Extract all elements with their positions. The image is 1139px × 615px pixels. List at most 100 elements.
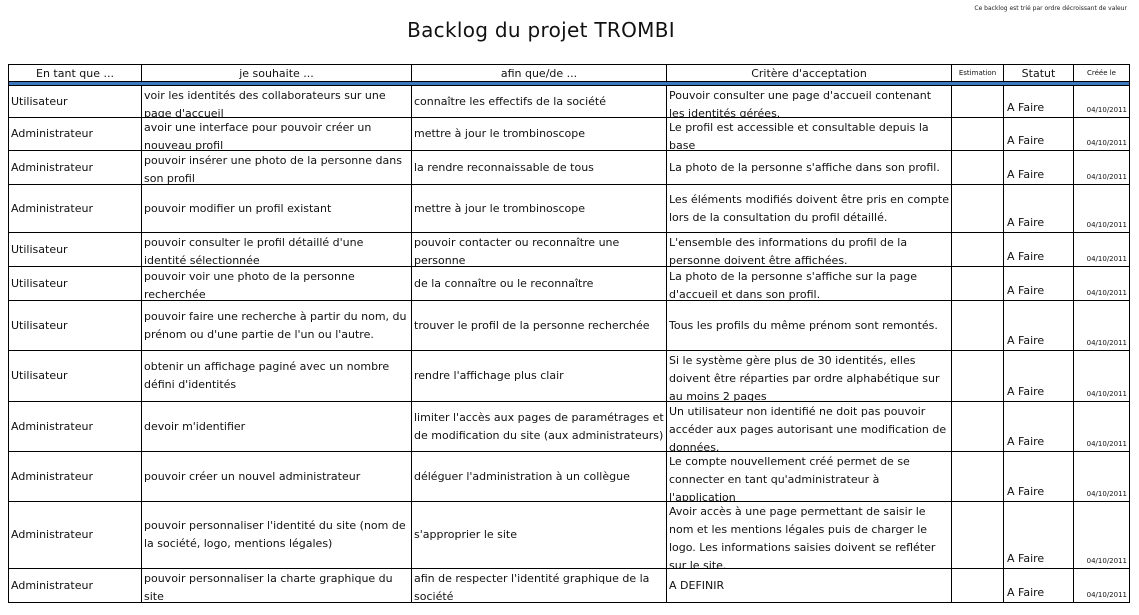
cell-souhaite: pouvoir personnaliser l'identité du site…: [141, 501, 412, 569]
page-title: Backlog du projet TROMBI: [407, 18, 675, 42]
cell-date-text: 04/10/2011: [1086, 390, 1127, 398]
cell-critere: Le profil est accessible et consultable …: [666, 117, 952, 151]
header-role: En tant que ...: [8, 64, 142, 82]
cell-estimation: [951, 401, 1004, 452]
cell-date-text: 04/10/2011: [1086, 440, 1127, 448]
cell-statut-text: A Faire: [1007, 134, 1045, 147]
cell-date: 04/10/2011: [1073, 266, 1130, 301]
cell-role-text: Utilisateur: [11, 242, 68, 256]
header-afin: afin que/de ...: [411, 64, 667, 82]
cell-role-text: Utilisateur: [11, 94, 68, 108]
cell-critere: L'ensemble des informations du profil de…: [666, 232, 952, 267]
header-souhaite: je souhaite ...: [141, 64, 412, 82]
cell-critere-text: La photo de la personne s'affiche dans s…: [669, 160, 940, 174]
cell-role: Administrateur: [8, 150, 142, 185]
cell-statut-text: A Faire: [1007, 435, 1045, 448]
table-row: Administrateur pouvoir personnaliser la c…: [8, 568, 1130, 603]
cell-afin-text: limiter l'accès aux pages de paramétrage…: [414, 410, 664, 442]
cell-statut: A Faire: [1003, 451, 1074, 502]
cell-afin: pouvoir contacter ou reconnaître une per…: [411, 232, 667, 267]
cell-role: Utilisateur: [8, 232, 142, 267]
cell-afin: connaître les effectifs de la société: [411, 85, 667, 118]
cell-statut: A Faire: [1003, 184, 1074, 233]
cell-statut: A Faire: [1003, 117, 1074, 151]
cell-date: 04/10/2011: [1073, 232, 1130, 267]
cell-souhaite-text: pouvoir personnaliser la charte graphiqu…: [144, 571, 393, 602]
header-statut: Statut: [1003, 64, 1074, 82]
cell-statut: A Faire: [1003, 501, 1074, 569]
cell-critere: La photo de la personne s'affiche sur la…: [666, 266, 952, 301]
cell-souhaite: voir les identités des collaborateurs su…: [141, 85, 412, 118]
cell-afin-text: déléguer l'administration à un collègue: [414, 469, 630, 483]
cell-critere: Avoir accès à une page permettant de sai…: [666, 501, 952, 569]
cell-date-text: 04/10/2011: [1086, 106, 1127, 114]
table-row: Administrateur pouvoir créer un nouvel ad…: [8, 451, 1130, 502]
cell-estimation: [951, 568, 1004, 603]
table-row: Administrateur avoir une interface pour p…: [8, 117, 1130, 151]
cell-critere-text: Le compte nouvellement créé permet de se…: [669, 454, 910, 501]
cell-critere: Les éléments modifiés doivent être pris …: [666, 184, 952, 233]
cell-critere: La photo de la personne s'affiche dans s…: [666, 150, 952, 185]
cell-date: 04/10/2011: [1073, 184, 1130, 233]
cell-role: Administrateur: [8, 568, 142, 603]
cell-statut-text: A Faire: [1007, 552, 1045, 565]
cell-afin: déléguer l'administration à un collègue: [411, 451, 667, 502]
cell-souhaite-text: pouvoir insérer une photo de la personne…: [144, 153, 402, 184]
cell-role-text: Administrateur: [11, 127, 93, 140]
cell-afin-text: trouver le profil de la personne recherc…: [414, 318, 650, 332]
cell-souhaite-text: obtenir un affichage paginé avec un nomb…: [144, 360, 390, 391]
cell-role: Utilisateur: [8, 266, 142, 301]
cell-critere-text: Avoir accès à une page permettant de sai…: [669, 504, 936, 568]
table-row: Utilisateur obtenir un affichage paginé a…: [8, 350, 1130, 402]
cell-critere-text: La photo de la personne s'affiche sur la…: [669, 269, 917, 300]
cell-date-text: 04/10/2011: [1086, 173, 1127, 181]
cell-role: Utilisateur: [8, 300, 142, 351]
cell-estimation: [951, 85, 1004, 118]
cell-afin: mettre à jour le trombinoscope: [411, 184, 667, 233]
header-critere: Critère d'acceptation: [666, 64, 952, 82]
cell-statut: A Faire: [1003, 350, 1074, 402]
cell-estimation: [951, 184, 1004, 233]
cell-souhaite-text: pouvoir faire une recherche à partir du …: [144, 309, 407, 341]
cell-afin: afin de respecter l'identité graphique d…: [411, 568, 667, 603]
table-row: Administrateur pouvoir personnaliser l'id…: [8, 501, 1130, 569]
cell-critere-text: Les éléments modifiés doivent être pris …: [669, 192, 949, 224]
cell-souhaite-text: pouvoir modifier un profil existant: [144, 201, 332, 215]
cell-afin-text: afin de respecter l'identité graphique d…: [414, 571, 650, 602]
cell-statut-text: A Faire: [1007, 216, 1045, 229]
cell-date: 04/10/2011: [1073, 300, 1130, 351]
cell-souhaite-text: pouvoir voir une photo de la personne re…: [144, 269, 355, 300]
cell-date: 04/10/2011: [1073, 501, 1130, 569]
cell-role-text: Administrateur: [11, 469, 93, 483]
cell-role-text: Administrateur: [11, 160, 93, 174]
cell-souhaite: obtenir un affichage paginé avec un nomb…: [141, 350, 412, 402]
cell-estimation: [951, 300, 1004, 351]
cell-critere-text: Le profil est accessible et consultable …: [669, 120, 929, 150]
cell-date-text: 04/10/2011: [1086, 557, 1127, 565]
cell-souhaite-text: pouvoir créer un nouvel administrateur: [144, 469, 361, 483]
cell-date: 04/10/2011: [1073, 401, 1130, 452]
header-cree: Créée le: [1073, 64, 1130, 82]
cell-critere-text: Pouvoir consulter une page d'accueil con…: [669, 88, 932, 117]
cell-souhaite-text: devoir m'identifier: [144, 419, 246, 433]
cell-date-text: 04/10/2011: [1086, 289, 1127, 297]
cell-estimation: [951, 350, 1004, 402]
cell-estimation: [951, 501, 1004, 569]
cell-estimation: [951, 150, 1004, 185]
cell-afin-text: la rendre reconnaissable de tous: [414, 160, 594, 174]
cell-date: 04/10/2011: [1073, 451, 1130, 502]
cell-souhaite: pouvoir voir une photo de la personne re…: [141, 266, 412, 301]
cell-date-text: 04/10/2011: [1086, 339, 1127, 347]
cell-afin: limiter l'accès aux pages de paramétrage…: [411, 401, 667, 452]
cell-role-text: Administrateur: [11, 528, 93, 541]
cell-role-text: Utilisateur: [11, 318, 68, 332]
cell-critere: Si le système gère plus de 30 identités,…: [666, 350, 952, 402]
cell-date: 04/10/2011: [1073, 350, 1130, 402]
cell-estimation: [951, 451, 1004, 502]
cell-role: Administrateur: [8, 117, 142, 151]
table-row: Utilisateur voir les identités des collab…: [8, 85, 1130, 118]
backlog-table: En tant que ... je souhaite ... afin que…: [8, 64, 1130, 603]
cell-statut-text: A Faire: [1007, 334, 1045, 347]
cell-statut: A Faire: [1003, 568, 1074, 603]
cell-souhaite: pouvoir créer un nouvel administrateur: [141, 451, 412, 502]
